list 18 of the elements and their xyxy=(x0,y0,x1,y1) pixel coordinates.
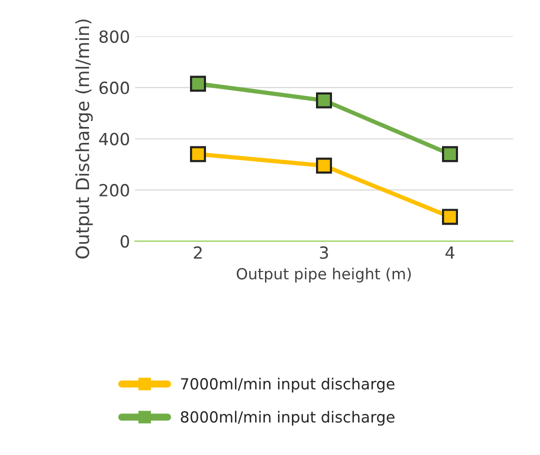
x-axis-title: Output pipe height (m) xyxy=(236,268,411,282)
x-tick-label: 2 xyxy=(194,246,202,259)
y-axis-title: Output Discharge (ml/min) xyxy=(75,20,93,258)
y-tick-label: 800 xyxy=(99,30,130,43)
y-tick-label: 600 xyxy=(99,82,130,94)
y-tick-label: 400 xyxy=(99,132,130,146)
point xyxy=(316,92,332,108)
y-tick-label: 200 xyxy=(100,184,130,197)
legend-label: 7000ml/min input discharge xyxy=(181,378,394,393)
legend-label: 8000ml/min input discharge xyxy=(180,410,394,426)
point xyxy=(316,158,332,174)
x-tick-label: 3 xyxy=(320,246,328,259)
point xyxy=(442,208,458,225)
point xyxy=(190,146,206,162)
x-tick-label: 4 xyxy=(446,246,454,259)
point xyxy=(442,146,458,162)
y-tick-label: 0 xyxy=(120,235,130,248)
point xyxy=(190,76,206,92)
